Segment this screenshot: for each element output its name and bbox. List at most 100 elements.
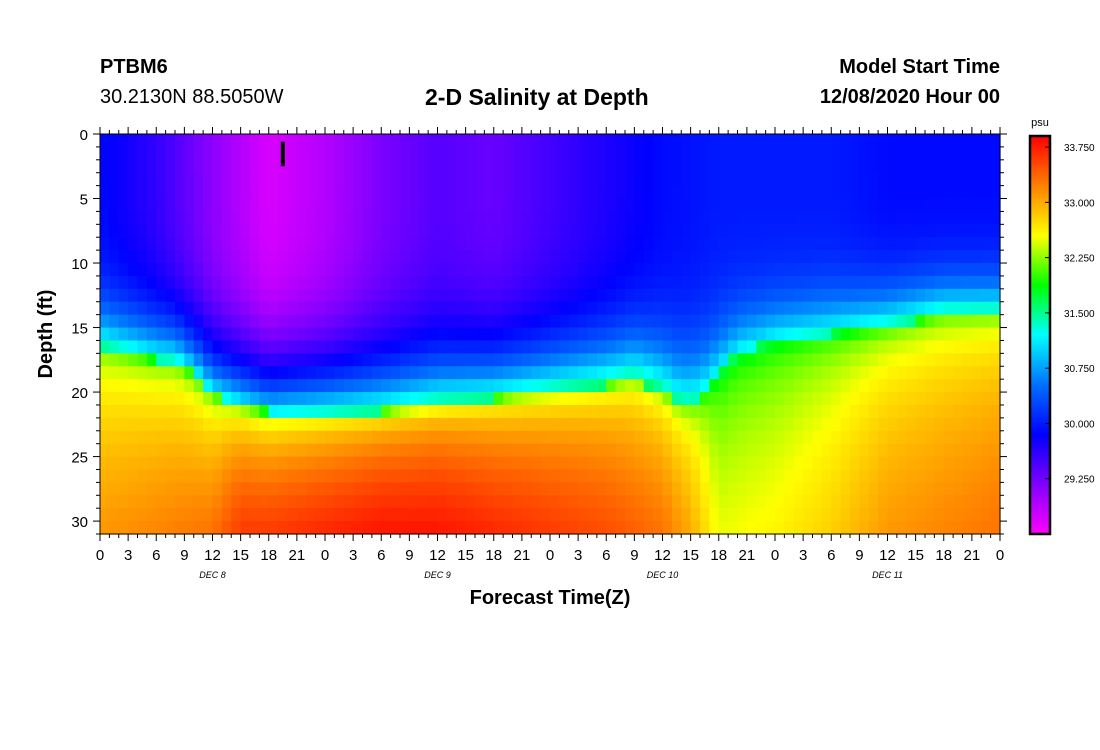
heatmap-cell <box>709 185 720 200</box>
heatmap-cell <box>250 508 260 522</box>
heatmap-cell <box>765 379 776 393</box>
heatmap-cell <box>156 327 167 342</box>
heatmap-cell <box>606 134 617 148</box>
heatmap-cell <box>981 366 992 380</box>
heatmap-cell <box>775 417 785 432</box>
heatmap-cell <box>915 172 926 187</box>
heatmap-cell <box>203 172 214 187</box>
heatmap-cell <box>418 185 429 200</box>
heatmap-cell <box>287 404 298 419</box>
heatmap-cell <box>259 482 270 496</box>
heatmap-cell <box>446 288 457 303</box>
heatmap-cell <box>971 159 982 174</box>
heatmap-cell <box>578 146 589 161</box>
heatmap-cell <box>568 443 579 458</box>
heatmap-cell <box>831 134 842 148</box>
heatmap-cell <box>559 250 570 264</box>
heatmap-cell <box>428 521 439 535</box>
heatmap-cell <box>240 224 251 238</box>
heatmap-cell <box>493 404 504 419</box>
heatmap-cell <box>371 275 382 290</box>
heatmap-cell <box>400 237 410 251</box>
heatmap-cell <box>906 469 917 483</box>
heatmap-cell <box>990 443 1001 458</box>
heatmap-cell <box>943 456 954 471</box>
station-id: PTBM6 <box>100 56 168 78</box>
heatmap-cell <box>775 237 785 251</box>
heatmap-cell <box>287 495 298 509</box>
heatmap-cell <box>268 146 279 161</box>
heatmap-cell <box>475 392 485 406</box>
heatmap-cell <box>971 379 982 393</box>
heatmap-cell <box>625 366 635 380</box>
heatmap-cell <box>465 314 476 329</box>
heatmap-cell <box>943 366 954 380</box>
heatmap-cell <box>325 340 335 354</box>
heatmap-cell <box>737 224 748 238</box>
heatmap-cell <box>596 263 607 277</box>
heatmap-cell <box>390 417 401 432</box>
heatmap-cell <box>212 430 223 445</box>
heatmap-cell <box>587 224 598 238</box>
heatmap-cell <box>456 288 467 303</box>
heatmap-cell <box>559 327 570 342</box>
heatmap-cell <box>531 237 542 251</box>
heatmap-cell <box>221 275 232 290</box>
heatmap-cell <box>212 211 223 225</box>
heatmap-cell <box>428 495 439 509</box>
heatmap-cell <box>587 134 598 148</box>
heatmap-cell <box>315 379 326 393</box>
heatmap-cell <box>315 237 326 251</box>
heatmap-cell <box>156 392 167 406</box>
heatmap-cell <box>906 211 917 225</box>
heatmap-cell <box>915 134 926 148</box>
heatmap-cell <box>896 327 907 342</box>
heatmap-cell <box>437 456 448 471</box>
heatmap-cell <box>971 314 982 329</box>
heatmap-cell <box>803 211 814 225</box>
heatmap-cell <box>137 224 148 238</box>
heatmap-cell <box>662 353 673 367</box>
heatmap-cell <box>831 237 842 251</box>
heatmap-cell <box>878 211 889 225</box>
heatmap-cell <box>596 301 607 316</box>
heatmap-cell <box>231 443 242 458</box>
heatmap-cell <box>221 159 232 174</box>
heatmap-cell <box>709 366 720 380</box>
heatmap-cell <box>493 237 504 251</box>
heatmap-cell <box>887 404 898 419</box>
heatmap-cell <box>690 327 701 342</box>
heatmap-cell <box>718 469 729 483</box>
heatmap-cell <box>728 250 739 264</box>
heatmap-cell <box>146 495 157 509</box>
heatmap-cell <box>484 469 495 483</box>
heatmap-cell <box>137 263 148 277</box>
heatmap-cell <box>109 379 120 393</box>
heatmap-cell <box>700 250 710 264</box>
heatmap-cell <box>428 134 439 148</box>
heatmap-cell <box>240 430 251 445</box>
heatmap-cell <box>765 404 776 419</box>
heatmap-cell <box>868 366 879 380</box>
heatmap-cell <box>400 521 410 535</box>
heatmap-cell <box>484 263 495 277</box>
heatmap-cell <box>184 159 195 174</box>
heatmap-cell <box>840 508 851 522</box>
heatmap-cell <box>409 224 420 238</box>
heatmap-cell <box>653 456 664 471</box>
heatmap-cell <box>231 482 242 496</box>
heatmap-cell <box>906 314 917 329</box>
heatmap-cell <box>184 392 195 406</box>
heatmap-cell <box>728 521 739 535</box>
heatmap-cell <box>353 275 364 290</box>
heatmap-cell <box>165 392 176 406</box>
heatmap-cell <box>306 366 317 380</box>
heatmap-cell <box>531 211 542 225</box>
heatmap-cell <box>925 263 935 277</box>
heatmap-cell <box>568 430 579 445</box>
heatmap-cell <box>615 314 626 329</box>
heatmap-cell <box>971 172 982 187</box>
heatmap-cell <box>746 379 757 393</box>
heatmap-cell <box>287 366 298 380</box>
heatmap-cell <box>428 288 439 303</box>
